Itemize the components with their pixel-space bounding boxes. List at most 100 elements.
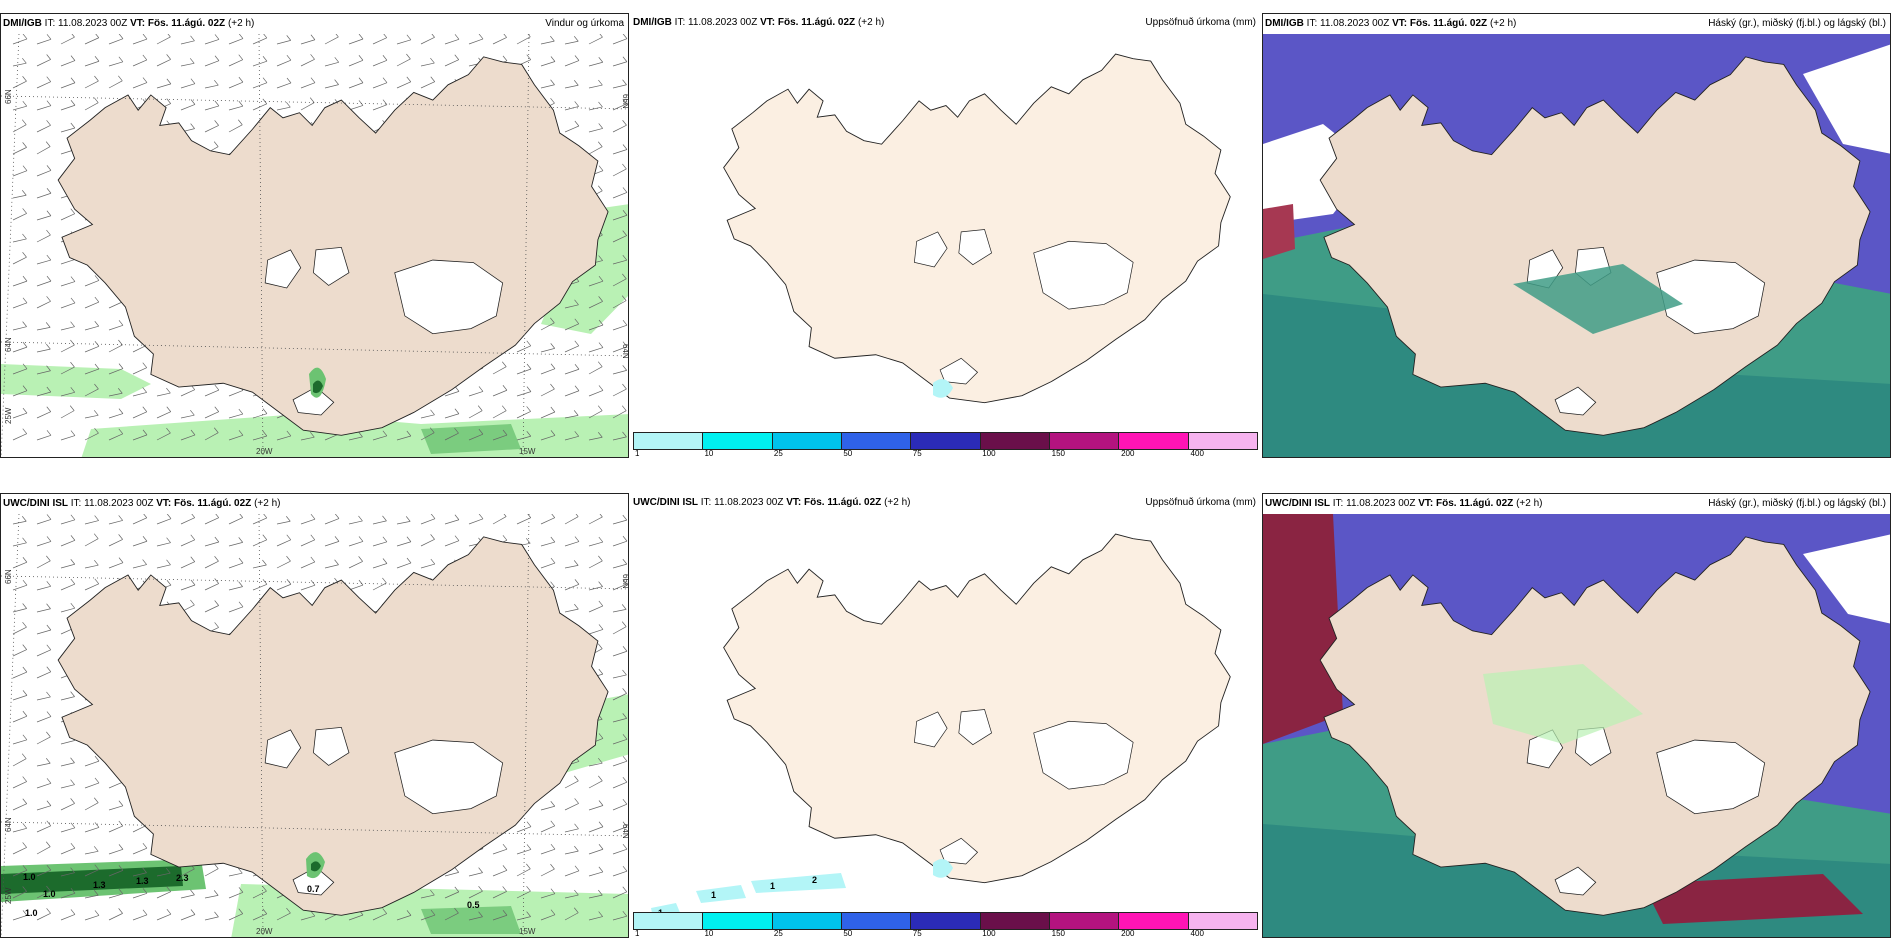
wind-barb-flag — [382, 77, 388, 83]
wind-barb-flag — [575, 514, 579, 517]
wind-barb-flag — [502, 385, 508, 391]
wind-barb-flag — [573, 907, 579, 913]
wind-barb — [324, 61, 339, 67]
wind-barb-flag — [502, 886, 507, 892]
colorbar-segment — [1049, 913, 1120, 929]
wind-barb — [540, 893, 556, 899]
wind-barb — [12, 368, 28, 375]
wind-barb-flag — [166, 908, 172, 915]
wind-barb — [348, 38, 364, 45]
wind-barb-flag — [622, 144, 628, 150]
lat-label: 64N — [621, 344, 629, 359]
latitude-line — [1, 575, 628, 590]
wind-barb — [420, 37, 435, 45]
wind-barb-flag — [551, 514, 556, 518]
wind-barb — [276, 539, 291, 547]
wind-barb — [612, 38, 628, 45]
wind-barb — [180, 517, 195, 525]
panel-uwc-wind: UWC/DINI ISL IT: 11.08.2023 00Z VT: Fös.… — [0, 493, 629, 938]
colorbar-segment — [1049, 433, 1120, 449]
wind-barb — [156, 83, 171, 89]
wind-barb — [36, 146, 51, 155]
precip-value-label: 0.7 — [307, 884, 320, 894]
colorbar-tick: 150 — [1051, 929, 1066, 938]
wind-barb — [300, 39, 316, 45]
wind-barb — [492, 891, 507, 899]
wind-barb-flag — [382, 55, 388, 61]
wind-barb-flag — [382, 515, 387, 522]
wind-barb-flag — [70, 888, 76, 894]
wind-barb-flag — [166, 427, 171, 434]
wind-barb-flag — [310, 556, 316, 563]
wind-barb-flag — [286, 579, 292, 585]
wind-barb-flag — [46, 536, 52, 542]
wind-barb-flag — [46, 76, 52, 82]
wind-barb — [36, 105, 52, 111]
wind-barb-flag — [70, 578, 76, 585]
wind-barb — [588, 301, 603, 309]
wind-barb — [132, 893, 148, 899]
wind-barb — [84, 564, 99, 569]
wind-barb — [132, 824, 147, 833]
wind-barb-flag — [238, 887, 244, 893]
wind-barb-flag — [310, 514, 316, 520]
wind-barb — [228, 562, 244, 569]
wind-barb — [372, 520, 387, 525]
wind-barb-flag — [22, 886, 27, 892]
wind-barb-flag — [191, 514, 196, 518]
wind-barb — [36, 585, 51, 591]
wind-barb-flag — [69, 405, 75, 411]
map-canvas — [723, 53, 1231, 404]
colorbar-segment — [634, 913, 704, 929]
wind-barb-flag — [214, 536, 220, 543]
colorbar-segment — [980, 913, 1050, 929]
wind-barb — [156, 872, 171, 877]
wind-barb-flag — [430, 57, 435, 64]
wind-barb — [612, 519, 627, 525]
wind-barb — [372, 104, 388, 111]
precip-area — [933, 379, 953, 398]
wind-barb — [588, 61, 603, 67]
wind-barb-flag — [574, 579, 580, 585]
wind-barb — [132, 38, 148, 45]
wind-barb-flag — [118, 515, 123, 521]
wind-barb — [420, 62, 435, 67]
wind-barb — [156, 891, 171, 899]
wind-barb-flag — [622, 578, 628, 585]
wind-barb-flag — [382, 558, 388, 564]
wind-barb-flag — [46, 603, 51, 609]
wind-barb-flag — [574, 775, 579, 782]
wind-barb-flag — [46, 691, 51, 698]
wind-barb-flag — [262, 559, 267, 566]
wind-barb-flag — [142, 54, 148, 61]
lon-label: 15W — [519, 927, 536, 936]
wind-barb-flag — [478, 867, 483, 873]
wind-barb-flag — [430, 514, 436, 519]
wind-barb — [228, 872, 243, 877]
wind-barb — [588, 280, 604, 287]
precip-area — [696, 885, 746, 903]
iceland-land — [57, 56, 609, 436]
init-time: 11.08.2023 00Z — [1320, 18, 1390, 29]
wind-barb-flag — [383, 34, 388, 38]
wind-barb — [84, 915, 100, 921]
wind-barb — [36, 913, 51, 921]
wind-barb — [84, 388, 99, 397]
wind-barb-flag — [142, 842, 148, 849]
wind-barb-flag — [286, 555, 291, 562]
colorbar-tick: 25 — [773, 449, 783, 458]
wind-barb-flag — [598, 775, 603, 782]
wind-barb — [564, 125, 579, 133]
wind-barb — [228, 606, 244, 613]
wind-barb-flag — [598, 296, 603, 302]
wind-barb — [180, 40, 195, 45]
wind-barb-flag — [22, 798, 28, 804]
colorbar-segment — [841, 913, 912, 929]
wind-barb — [588, 436, 603, 441]
wind-barb-flag — [358, 55, 364, 61]
wind-barb-flag — [574, 299, 579, 306]
wind-barb — [588, 871, 603, 877]
wind-barb-flag — [502, 429, 508, 436]
wind-barb-flag — [70, 276, 76, 282]
colorbar-tick: 50 — [843, 929, 853, 938]
